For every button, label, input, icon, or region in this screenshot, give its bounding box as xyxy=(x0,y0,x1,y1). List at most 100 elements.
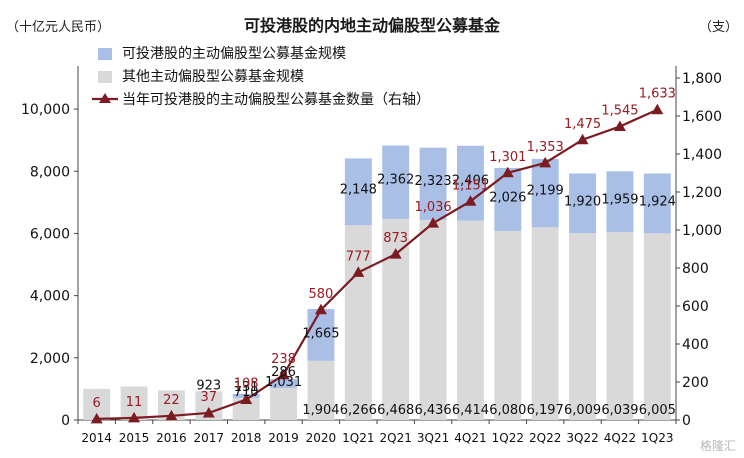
bar-other-value-label: 6,005 xyxy=(639,403,676,418)
bar-other-value-label: 6,266 xyxy=(340,403,377,418)
right-tick-label: 800 xyxy=(682,261,709,277)
bar-hk-eligible-fund-size xyxy=(270,379,298,388)
x-tick-label: 2017 xyxy=(194,431,225,445)
right-tick-label: 200 xyxy=(682,375,709,391)
fund-count-marker xyxy=(576,133,589,145)
fund-count-marker xyxy=(427,217,440,228)
fund-count-value-label: 238 xyxy=(271,352,296,367)
bar-other-value-label: 6,197 xyxy=(527,403,564,418)
fund-count-marker xyxy=(128,411,141,423)
legend-label-fund-count: 当年可投港股的主动偏股型公募基金数量（右轴） xyxy=(122,91,430,108)
fund-count-value-label: 777 xyxy=(346,249,371,264)
legend-marker-fund-count xyxy=(99,93,111,103)
fund-count-marker xyxy=(389,248,402,259)
bar-hk-value-label: 2,199 xyxy=(527,184,564,199)
fund-count-marker xyxy=(613,120,626,131)
right-tick-label: 0 xyxy=(682,413,691,429)
bar-other-fund-size xyxy=(307,360,335,420)
bar-other-value-label: 6,414 xyxy=(452,403,489,418)
bar-other-value-label: 6,039 xyxy=(601,403,638,418)
bar-other-fund-size xyxy=(270,387,298,420)
bar-hk-value-label: 131 xyxy=(234,380,259,395)
x-tick-label: 2018 xyxy=(231,431,262,445)
fund-count-marker xyxy=(539,156,552,168)
left-tick-label: 4,000 xyxy=(30,289,70,305)
fund-count-value-label: 1,633 xyxy=(639,87,676,102)
right-tick-label: 1,200 xyxy=(682,185,722,201)
bar-other-value-label: 710 xyxy=(234,385,259,400)
right-tick-label: 400 xyxy=(682,337,709,353)
legend-swatch-other xyxy=(98,71,112,83)
bar-other-value-label: 6,436 xyxy=(414,403,451,418)
bar-hk-value-label: 2,406 xyxy=(452,173,489,188)
bar-hk-value-label: 1,665 xyxy=(302,326,339,341)
bar-other-fund-size xyxy=(494,230,522,420)
left-tick-label: 2,000 xyxy=(30,351,70,367)
fund-count-value-label: 108 xyxy=(234,376,259,391)
fund-count-marker xyxy=(165,409,178,421)
bar-other-value-label: 6,080 xyxy=(489,403,526,418)
fund-count-value-label: 1,475 xyxy=(564,117,601,132)
watermark: 格隆汇 xyxy=(699,439,736,453)
bar-hk-eligible-fund-size xyxy=(569,173,597,234)
right-tick-label: 600 xyxy=(682,299,709,315)
bar-hk-eligible-fund-size xyxy=(531,158,559,228)
x-tick-label: 1Q23 xyxy=(641,431,673,445)
bar-hk-value-label: 1,924 xyxy=(639,194,676,209)
fund-count-line xyxy=(96,108,658,420)
bar-other-fund-size xyxy=(643,233,671,420)
fund-count-value-label: 6 xyxy=(93,396,101,411)
right-tick-label: 1,400 xyxy=(682,147,722,163)
fund-count-value-label: 11 xyxy=(126,395,143,410)
fund-count-marker xyxy=(464,195,477,206)
fund-count-value-label: 1,545 xyxy=(601,103,638,118)
right-tick-label: 1,800 xyxy=(682,71,722,87)
bar-other-value-label: 6,468 xyxy=(377,403,414,418)
fund-count-value-label: 22 xyxy=(163,393,180,408)
bar-hk-value-label: 2,026 xyxy=(489,190,526,205)
fund-count-marker xyxy=(501,166,514,178)
legend-label-hk-eligible: 可投港股的主动偏股型公募基金规模 xyxy=(122,45,346,62)
left-tick-label: 6,000 xyxy=(30,226,70,242)
right-tick-label: 1,000 xyxy=(682,223,722,239)
x-tick-label: 1Q22 xyxy=(492,431,524,445)
fund-count-marker xyxy=(651,103,664,115)
legend-swatch-hk-eligible xyxy=(98,48,112,60)
x-tick-label: 2Q21 xyxy=(380,431,412,445)
legend-label-other: 其他主动偏股型公募基金规模 xyxy=(122,68,304,85)
bar-hk-eligible-fund-size xyxy=(606,171,634,233)
bar-hk-value-label: 2,148 xyxy=(340,182,377,197)
bar-hk-eligible-fund-size xyxy=(456,145,484,221)
x-tick-label: 1Q21 xyxy=(342,431,374,445)
x-tick-label: 2019 xyxy=(268,431,299,445)
fund-count-marker xyxy=(240,393,253,404)
bar-hk-eligible-fund-size xyxy=(643,173,671,234)
bar-hk-value-label: 286 xyxy=(271,365,296,380)
x-tick-label: 4Q21 xyxy=(454,431,486,445)
bar-other-value-label: 6,009 xyxy=(564,403,601,418)
fund-count-marker xyxy=(314,303,327,315)
bar-hk-value-label: 1,959 xyxy=(601,193,638,208)
left-tick-label: 8,000 xyxy=(30,164,70,180)
bar-hk-eligible-fund-size xyxy=(382,145,410,219)
left-tick-label: 0 xyxy=(61,413,70,429)
fund-count-marker xyxy=(352,266,365,277)
chart-title: 可投港股的内地主动偏股型公募基金 xyxy=(244,16,501,35)
bar-hk-value-label: 2,323 xyxy=(414,174,451,189)
x-tick-label: 2Q22 xyxy=(529,431,561,445)
left-axis-unit: （十亿元人民币） xyxy=(6,20,110,35)
x-tick-label: 3Q21 xyxy=(417,431,449,445)
fund-count-marker xyxy=(90,412,103,424)
fund-count-marker xyxy=(277,368,290,380)
bar-other-fund-size xyxy=(344,225,372,420)
bar-hk-eligible-fund-size xyxy=(419,147,447,220)
bar-other-fund-size xyxy=(569,233,597,420)
bar-other-fund-size xyxy=(232,397,260,420)
bar-hk-value-label: 2,362 xyxy=(377,173,414,188)
bar-other-fund-size xyxy=(419,219,447,420)
fund-count-value-label: 37 xyxy=(201,390,218,405)
fund-count-value-label: 1,301 xyxy=(489,150,526,165)
bar-other-value-label: 923 xyxy=(196,378,221,393)
fund-count-value-label: 580 xyxy=(309,287,334,302)
